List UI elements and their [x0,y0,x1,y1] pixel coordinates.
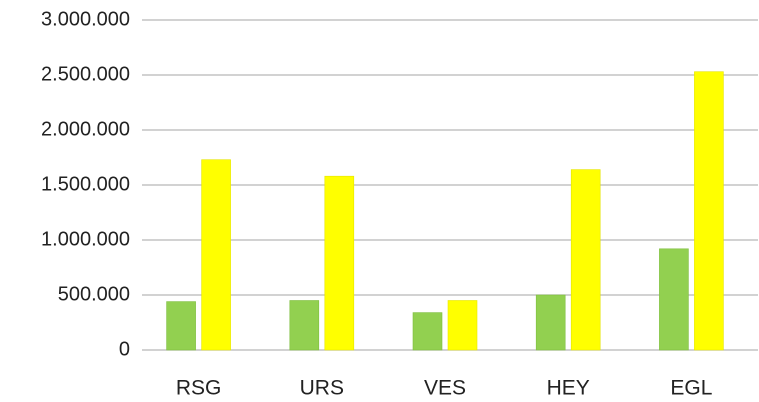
y-tick-label: 1.500.000 [41,173,130,195]
x-tick-label: EGL [670,377,712,400]
bar [166,301,196,351]
bar [289,300,320,351]
bar [535,294,566,351]
y-tick-label: 500.000 [58,283,130,305]
x-tick-label: VES [424,377,466,400]
bar [694,71,724,351]
y-tick-label: 2.000.000 [41,118,130,140]
bar [201,159,231,351]
y-tick-label: 1.000.000 [41,228,130,250]
y-tick-label: 3.000.000 [41,8,130,30]
bar [447,300,478,351]
bar [412,312,443,351]
y-tick-label: 2.500.000 [41,63,130,85]
bar [324,175,355,351]
x-tick-label: RSG [176,377,222,400]
x-tick-label: HEY [547,377,590,400]
y-tick-label: 0 [119,338,130,360]
bar [570,169,601,351]
bar [659,248,689,351]
x-tick-label: URS [300,377,344,400]
